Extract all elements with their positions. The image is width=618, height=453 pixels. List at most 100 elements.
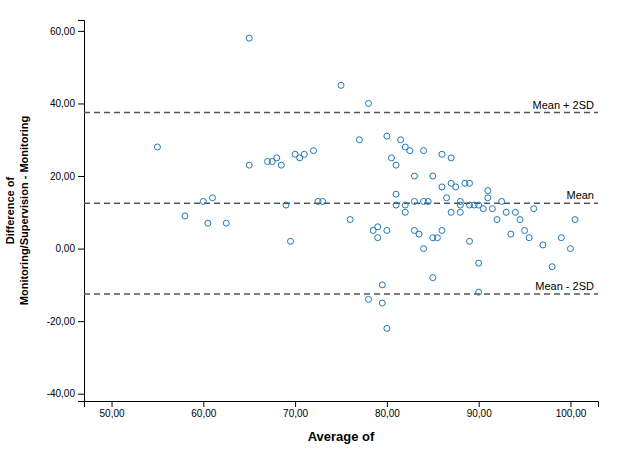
point: [517, 217, 523, 223]
point: [467, 180, 473, 186]
tick-label: -40,00: [47, 388, 76, 399]
point: [375, 224, 381, 230]
tick-label: 90,00: [467, 408, 492, 419]
point: [384, 325, 390, 331]
point: [549, 264, 555, 270]
point: [310, 148, 316, 154]
reference-line: [84, 112, 598, 113]
point: [485, 195, 491, 201]
tick-mark: [295, 401, 296, 407]
axis-line: [78, 21, 85, 402]
point: [503, 209, 509, 215]
point: [283, 202, 289, 208]
point: [182, 213, 188, 219]
point: [444, 195, 450, 201]
marks: [84, 35, 598, 331]
reference-line: [84, 293, 598, 294]
tick-mark: [203, 401, 204, 407]
point: [448, 180, 454, 186]
y-axis-title: Monitoring/Supervision - Monitoring: [18, 116, 30, 305]
point: [393, 202, 399, 208]
tick: 0,00: [56, 243, 84, 254]
tick-label: 0,00: [56, 243, 76, 254]
tick-mark: [387, 401, 388, 407]
reference-line: [84, 203, 598, 204]
tick-label: 80,00: [375, 408, 400, 419]
point: [421, 198, 427, 204]
point: [485, 188, 491, 194]
point: [476, 289, 482, 295]
tick-mark: [112, 401, 113, 407]
tick: -20,00: [47, 316, 84, 327]
point: [508, 231, 514, 237]
tick-label: 100,00: [556, 408, 587, 419]
point: [366, 100, 372, 106]
point: [480, 206, 486, 212]
point: [246, 35, 252, 41]
point: [356, 137, 362, 143]
point: [439, 227, 445, 233]
point: [379, 300, 385, 306]
point: [421, 246, 427, 252]
point: [439, 184, 445, 190]
texts: MeanMean + 2SDMean - 2SDAverage ofDiffer…: [4, 99, 594, 444]
point: [567, 246, 573, 252]
point: [457, 198, 463, 204]
tick-label: 60,00: [50, 26, 75, 37]
point: [384, 133, 390, 139]
point: [301, 151, 307, 157]
tick-mark: [570, 401, 571, 407]
point: [526, 235, 532, 241]
point: [278, 162, 284, 168]
point: [379, 282, 385, 288]
points: [154, 35, 578, 331]
point: [154, 144, 160, 150]
y-axis-title: Difference of: [4, 177, 16, 245]
point: [558, 235, 564, 241]
point: [434, 235, 440, 241]
point: [402, 209, 408, 215]
point: [200, 198, 206, 204]
tick: 100,00: [556, 401, 587, 419]
tick-mark: [479, 401, 480, 407]
point: [210, 195, 216, 201]
tick-mark: [78, 176, 84, 177]
point: [448, 155, 454, 161]
tick-label: 50,00: [100, 408, 125, 419]
point: [223, 220, 229, 226]
point: [393, 191, 399, 197]
point: [476, 260, 482, 266]
point: [540, 242, 546, 248]
tick-label: 40,00: [50, 98, 75, 109]
point: [347, 217, 353, 223]
point: [320, 198, 326, 204]
point: [430, 275, 436, 281]
point: [467, 238, 473, 244]
y-axis: -40,00 -20,00 0,00 20,00 40,00 60,00: [47, 21, 85, 402]
point: [246, 162, 252, 168]
tick-mark: [78, 103, 84, 104]
point: [499, 198, 505, 204]
point: [205, 220, 211, 226]
point: [512, 209, 518, 215]
reference-label: Mean - 2SD: [535, 280, 594, 292]
tick-label: 70,00: [283, 408, 308, 419]
point: [288, 238, 294, 244]
x-axis: 50,00 60,00 70,00 80,00 90,00 100,00: [85, 401, 599, 419]
tick: 60,00: [50, 26, 84, 37]
point: [411, 227, 417, 233]
tick-label: 60,00: [191, 408, 216, 419]
tick: 20,00: [50, 171, 84, 182]
tick: 70,00: [283, 401, 308, 419]
tick: 80,00: [375, 401, 400, 419]
point: [421, 148, 427, 154]
reference-label: Mean + 2SD: [533, 99, 595, 111]
point: [531, 206, 537, 212]
point: [274, 155, 280, 161]
point: [522, 227, 528, 233]
tick: 50,00: [100, 401, 125, 419]
tick-mark: [78, 321, 84, 322]
tick: 40,00: [50, 98, 84, 109]
point: [489, 206, 495, 212]
point: [366, 296, 372, 302]
